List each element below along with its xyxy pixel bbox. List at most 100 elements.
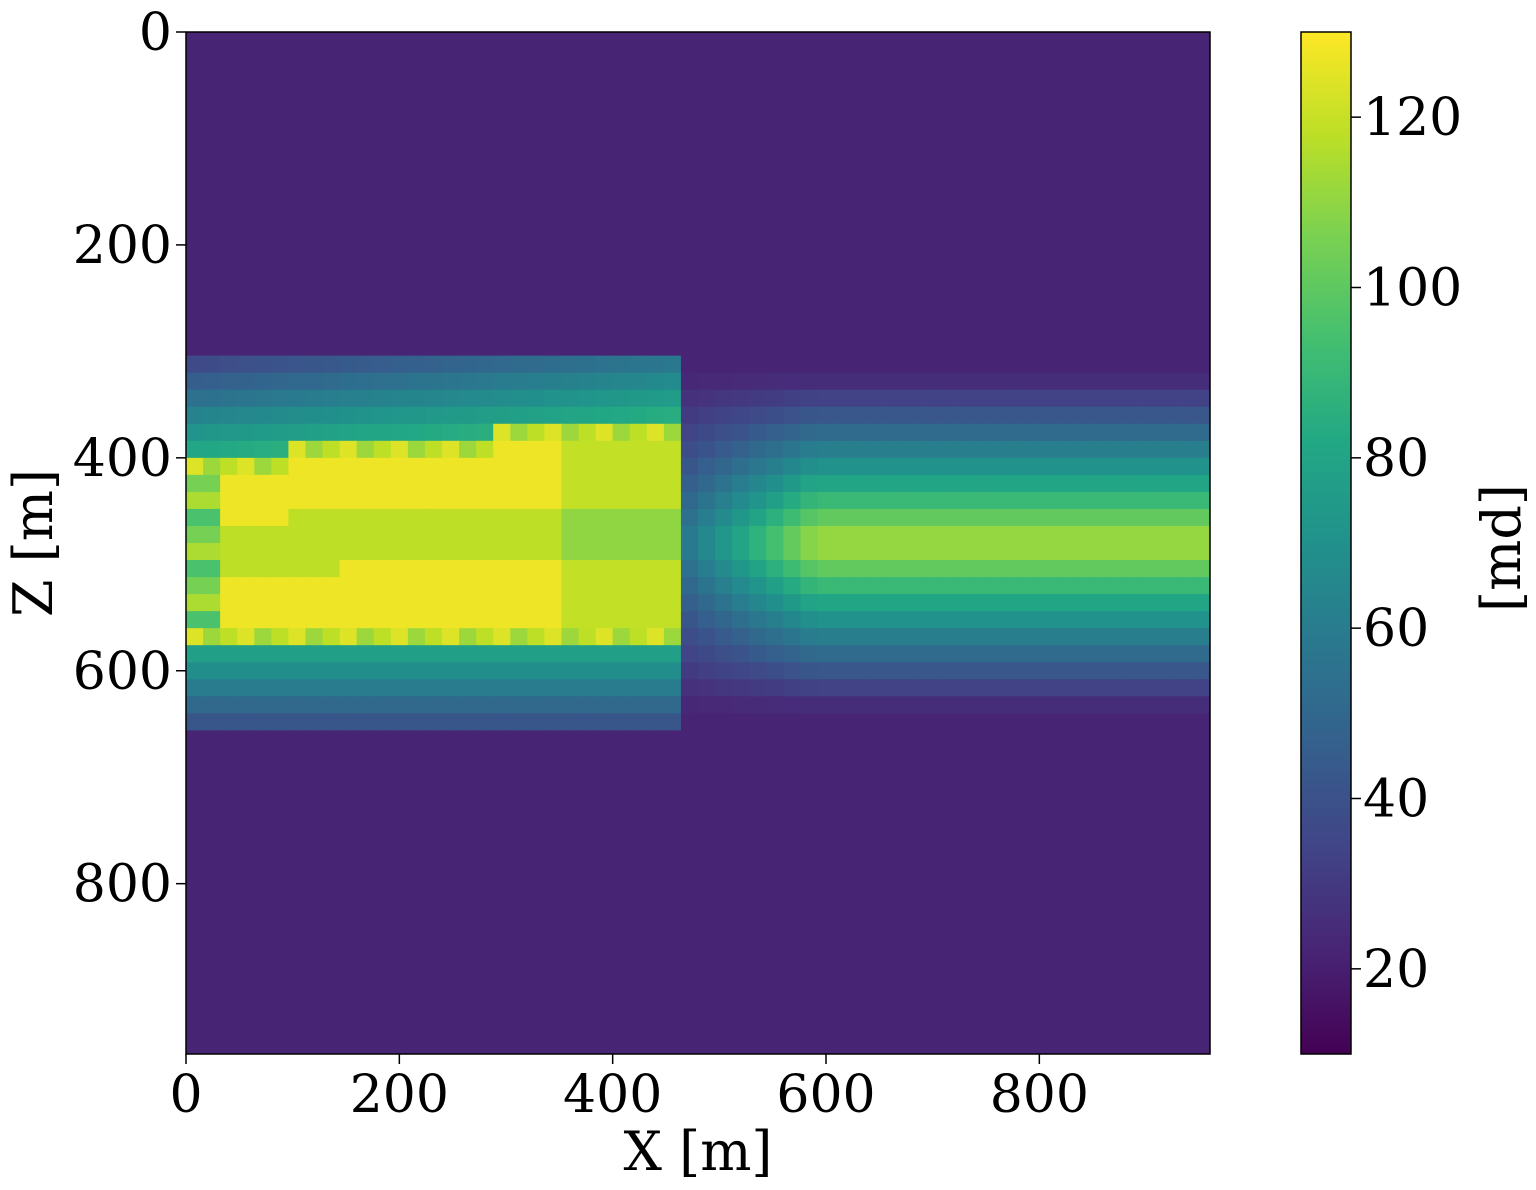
heatmap-cell (220, 338, 238, 357)
heatmap-cell (885, 49, 904, 67)
heatmap-cell (988, 764, 1006, 783)
heatmap-cell (1056, 611, 1075, 629)
heatmap-cell (424, 934, 443, 953)
heatmap-cell (612, 645, 631, 663)
heatmap-cell (783, 406, 801, 425)
heatmap-cell (1005, 628, 1023, 646)
heatmap-cell (715, 696, 733, 714)
heatmap-cell (339, 934, 358, 953)
heatmap-cell (203, 474, 221, 493)
heatmap-cell (390, 611, 409, 629)
heatmap-cell (988, 679, 1006, 697)
heatmap-cell (954, 560, 972, 578)
heatmap-cell (749, 117, 767, 135)
heatmap-cell (390, 440, 409, 459)
heatmap-cell (407, 543, 426, 561)
heatmap-cell (424, 151, 443, 169)
heatmap-cell (902, 713, 921, 731)
heatmap-cell (971, 117, 989, 135)
heatmap-cell (424, 338, 443, 357)
heatmap-cell (1022, 730, 1040, 748)
heatmap-cell (373, 832, 392, 851)
heatmap-cell (1056, 185, 1075, 203)
heatmap-cell (902, 900, 921, 919)
heatmap-cell (902, 594, 921, 612)
heatmap-cell (646, 1002, 665, 1021)
heatmap-cell (254, 236, 272, 255)
heatmap-cell (902, 951, 921, 970)
heatmap-cell (407, 100, 426, 118)
heatmap-cell (783, 849, 801, 868)
heatmap-cell (288, 270, 307, 289)
heatmap-cell (595, 474, 614, 493)
heatmap-cell (1039, 219, 1057, 237)
colorbar-tick-label: 40 (1363, 770, 1429, 830)
heatmap-cell (459, 781, 477, 800)
heatmap-cell (680, 32, 699, 50)
heatmap-cell (493, 815, 511, 834)
x-tick-label: 200 (350, 1065, 449, 1125)
heatmap-cell (595, 508, 614, 527)
heatmap-cell (493, 628, 511, 646)
heatmap-cell (1056, 117, 1075, 135)
heatmap-cell (1175, 781, 1194, 800)
heatmap-cell (1141, 100, 1160, 118)
heatmap-cell (510, 270, 528, 289)
heatmap-cell (356, 985, 375, 1004)
heatmap-cell (322, 49, 341, 67)
heatmap-cell (1056, 713, 1075, 731)
heatmap-cell (988, 951, 1006, 970)
heatmap-cell (254, 594, 272, 612)
heatmap-cell (1192, 1002, 1210, 1021)
heatmap-cell (1175, 236, 1194, 255)
heatmap-cell (305, 474, 324, 493)
heatmap-cell (356, 781, 375, 800)
heatmap-cell (561, 883, 580, 902)
heatmap-cell (954, 696, 972, 714)
heatmap-cell (288, 525, 307, 544)
heatmap-cell (186, 968, 204, 987)
heatmap-cell (817, 168, 836, 186)
heatmap-cell (578, 798, 597, 817)
heatmap-cell (732, 508, 750, 527)
heatmap-cell (783, 389, 801, 408)
heatmap-cell (680, 372, 699, 391)
heatmap-cell (1107, 253, 1126, 272)
heatmap-cell (851, 372, 870, 391)
heatmap-cell (373, 525, 392, 544)
heatmap-cell (646, 525, 665, 544)
heatmap-cell (988, 1036, 1006, 1054)
heatmap-cell (476, 560, 494, 578)
heatmap-cell (715, 849, 733, 868)
heatmap-cell (407, 900, 426, 919)
heatmap-cell (1022, 49, 1040, 67)
heatmap-cell (1192, 49, 1210, 67)
heatmap-cell (407, 270, 426, 289)
heatmap-cell (424, 508, 443, 527)
heatmap-cell (629, 1019, 648, 1038)
heatmap-cell (1039, 338, 1057, 357)
heatmap-cell (544, 985, 563, 1004)
heatmap-cell (373, 764, 392, 783)
heatmap-cell (612, 543, 631, 561)
heatmap-cell (1158, 764, 1177, 783)
heatmap-cell (1073, 525, 1092, 544)
heatmap-cell (954, 713, 972, 731)
heatmap-cell (971, 372, 989, 391)
heatmap-cell (612, 219, 631, 237)
heatmap-cell (578, 730, 597, 748)
heatmap-cell (1192, 491, 1210, 510)
heatmap-cell (510, 32, 528, 50)
heatmap-cell (868, 270, 887, 289)
heatmap-cell (698, 253, 716, 272)
heatmap-cell (510, 134, 528, 152)
heatmap-cell (817, 951, 836, 970)
heatmap-cell (493, 985, 511, 1004)
heatmap-cell (902, 560, 921, 578)
heatmap-cell (885, 66, 904, 84)
heatmap-cell (203, 1002, 221, 1021)
heatmap-cell (373, 662, 392, 680)
heatmap-cell (834, 747, 853, 766)
heatmap-cell (749, 219, 767, 237)
heatmap-cell (254, 611, 272, 629)
